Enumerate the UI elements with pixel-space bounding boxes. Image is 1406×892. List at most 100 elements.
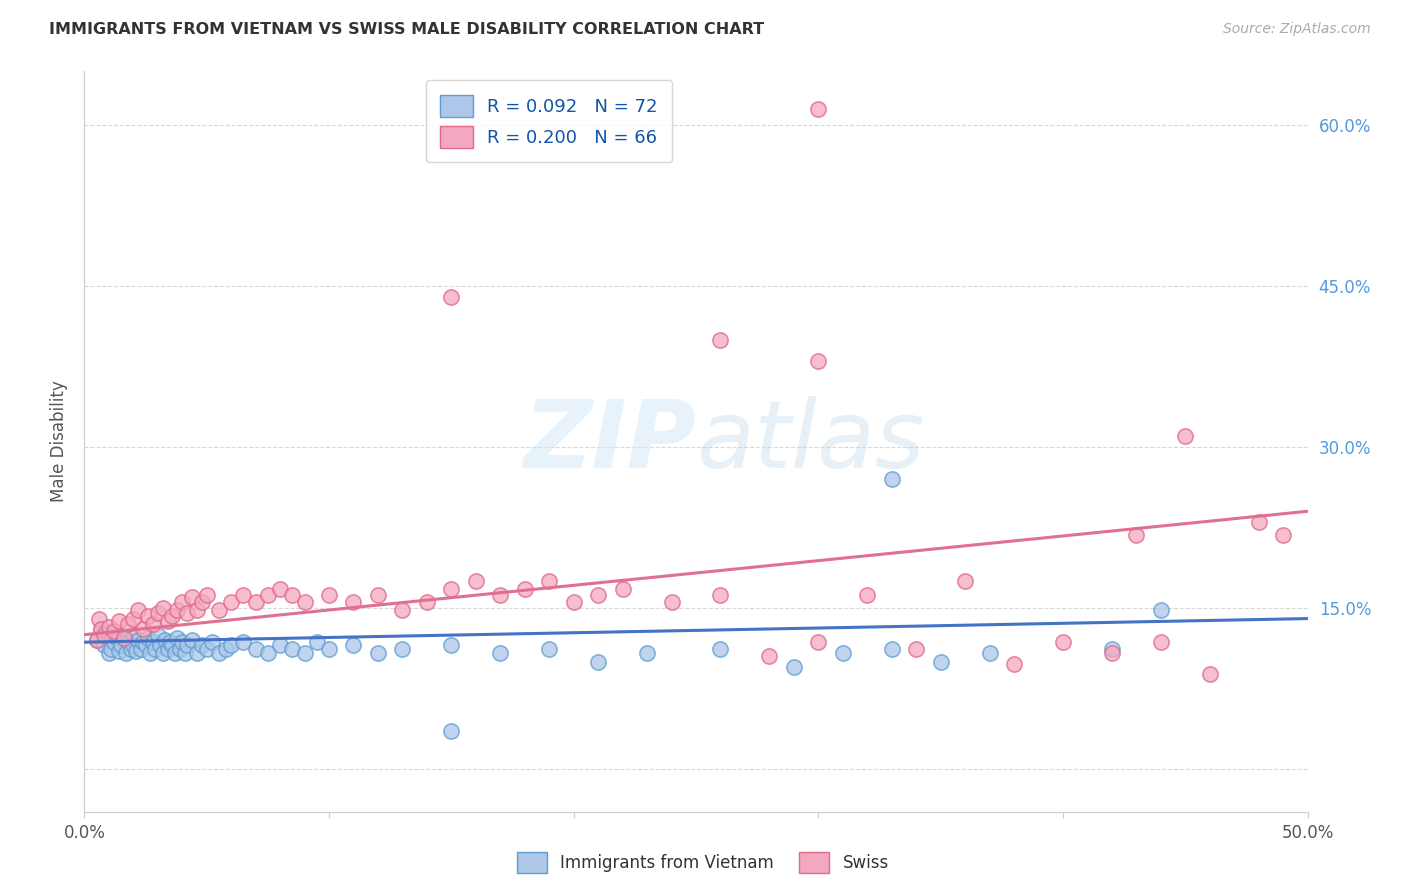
- Point: [143, 641, 166, 656]
- Point: [97, 620, 120, 634]
- Point: [269, 639, 291, 653]
- Point: [97, 646, 120, 660]
- Point: [1002, 657, 1025, 671]
- Point: [139, 646, 162, 660]
- Point: [245, 595, 267, 609]
- Point: [132, 623, 155, 637]
- Point: [538, 574, 561, 588]
- Point: [219, 639, 242, 653]
- Point: [1174, 429, 1197, 443]
- Point: [107, 614, 129, 628]
- Point: [186, 646, 208, 660]
- Point: [586, 655, 609, 669]
- Point: [86, 633, 108, 648]
- Point: [127, 603, 149, 617]
- Point: [661, 595, 683, 609]
- Point: [90, 623, 112, 637]
- Point: [142, 635, 165, 649]
- Point: [709, 588, 731, 602]
- Point: [152, 646, 174, 660]
- Point: [489, 588, 512, 602]
- Point: [112, 631, 135, 645]
- Point: [1052, 635, 1074, 649]
- Point: [97, 628, 120, 642]
- Point: [245, 641, 267, 656]
- Point: [166, 603, 188, 617]
- Point: [586, 588, 609, 602]
- Point: [122, 628, 145, 642]
- Point: [538, 641, 561, 656]
- Point: [391, 641, 413, 656]
- Point: [176, 606, 198, 620]
- Point: [103, 624, 125, 639]
- Point: [257, 588, 280, 602]
- Point: [172, 595, 194, 609]
- Point: [232, 635, 254, 649]
- Point: [93, 639, 115, 653]
- Point: [208, 603, 231, 617]
- Point: [136, 631, 159, 645]
- Legend: Immigrants from Vietnam, Swiss: Immigrants from Vietnam, Swiss: [510, 846, 896, 880]
- Point: [1101, 641, 1123, 656]
- Point: [391, 603, 413, 617]
- Point: [162, 639, 184, 653]
- Point: [93, 628, 115, 642]
- Point: [416, 595, 439, 609]
- Point: [115, 646, 138, 660]
- Point: [173, 646, 195, 660]
- Legend: R = 0.092   N = 72, R = 0.200   N = 66: R = 0.092 N = 72, R = 0.200 N = 66: [426, 80, 672, 162]
- Point: [90, 623, 112, 637]
- Point: [880, 641, 903, 656]
- Point: [146, 628, 169, 642]
- Point: [195, 588, 218, 602]
- Point: [146, 606, 169, 620]
- Point: [191, 595, 214, 609]
- Point: [107, 644, 129, 658]
- Point: [156, 641, 179, 656]
- Point: [342, 595, 364, 609]
- Point: [880, 472, 903, 486]
- Point: [807, 102, 830, 116]
- Point: [103, 635, 125, 649]
- Point: [166, 631, 188, 645]
- Point: [367, 588, 389, 602]
- Point: [117, 635, 139, 649]
- Point: [1272, 528, 1295, 542]
- Point: [1150, 603, 1173, 617]
- Point: [489, 646, 512, 660]
- Point: [318, 588, 340, 602]
- Point: [636, 646, 658, 660]
- Point: [612, 582, 634, 596]
- Point: [1247, 515, 1270, 529]
- Point: [440, 639, 463, 653]
- Point: [149, 639, 172, 653]
- Point: [122, 639, 145, 653]
- Point: [513, 582, 536, 596]
- Point: [318, 641, 340, 656]
- Point: [219, 595, 242, 609]
- Point: [294, 646, 316, 660]
- Point: [87, 611, 110, 625]
- Point: [342, 639, 364, 653]
- Point: [129, 641, 152, 656]
- Point: [86, 633, 108, 648]
- Point: [294, 595, 316, 609]
- Point: [105, 630, 128, 644]
- Point: [110, 639, 132, 653]
- Point: [783, 660, 806, 674]
- Point: [807, 635, 830, 649]
- Point: [440, 290, 463, 304]
- Point: [191, 639, 214, 653]
- Point: [1101, 646, 1123, 660]
- Point: [135, 639, 157, 653]
- Point: [1150, 635, 1173, 649]
- Point: [856, 588, 879, 602]
- Point: [156, 614, 179, 628]
- Point: [132, 635, 155, 649]
- Point: [120, 641, 142, 656]
- Point: [1198, 667, 1220, 681]
- Point: [112, 631, 135, 645]
- Point: [117, 616, 139, 631]
- Point: [305, 635, 328, 649]
- Text: atlas: atlas: [696, 396, 924, 487]
